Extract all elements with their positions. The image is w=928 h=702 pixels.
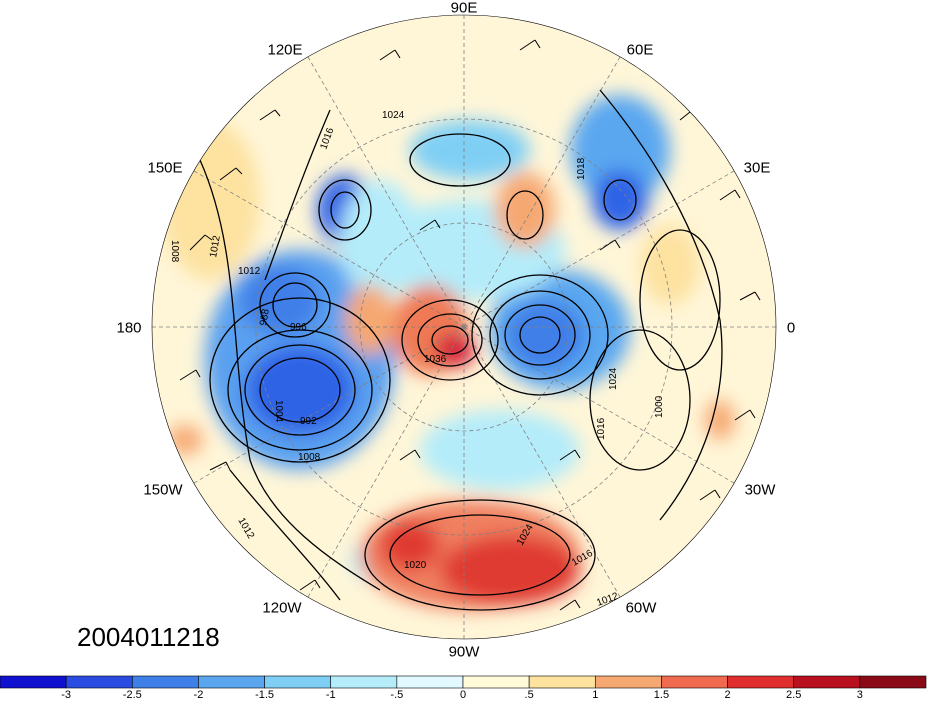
- colorbar-swatch: [65, 675, 133, 689]
- lon-label-150w: 150W: [143, 481, 183, 499]
- contour-label: 1008: [169, 240, 180, 263]
- colorbar-swatch: [462, 675, 530, 689]
- lon-label-90e: 90E: [450, 0, 478, 17]
- colorbar-tick-label: 1: [592, 689, 599, 701]
- contour-label: 1000: [654, 395, 665, 418]
- colorbar: [0, 675, 927, 689]
- colorbar-swatch: [0, 675, 67, 689]
- lon-label-0: 0: [786, 319, 796, 337]
- timestamp-label: 2004011218: [77, 622, 220, 652]
- colorbar-swatch: [264, 675, 332, 689]
- colorbar-tick-label: 2.5: [786, 689, 802, 701]
- colorbar-tick-label: 2: [724, 689, 731, 701]
- contour-label: 1018: [576, 157, 587, 180]
- lon-label-120e: 120E: [267, 41, 303, 59]
- contour-label: 988: [258, 308, 272, 327]
- lon-label-30w: 30W: [744, 481, 776, 499]
- lon-label-30e: 30E: [743, 159, 771, 177]
- contour-label: 1024: [382, 110, 405, 121]
- lon-label-150e: 150E: [147, 159, 183, 177]
- colorbar-swatch: [131, 675, 199, 689]
- colorbar-tick-label: .5: [524, 689, 534, 701]
- lon-label-120w: 120W: [262, 599, 302, 617]
- lon-label-60w: 60W: [625, 599, 657, 617]
- contour-label: 1024: [608, 367, 619, 390]
- wind-barbs: [179, 39, 761, 611]
- colorbar-tick-label: 0: [459, 689, 467, 701]
- map-boundary: [151, 14, 777, 640]
- colorbar-tick-label: -3: [61, 689, 72, 701]
- pressure-contours: [199, 89, 723, 611]
- colorbar-swatch: [859, 675, 927, 689]
- colorbar-swatch: [594, 675, 662, 689]
- contour-label: 1008: [298, 452, 321, 463]
- lon-label-180: 180: [116, 319, 142, 337]
- colorbar-swatch: [330, 675, 398, 689]
- colorbar-tick-label: -.5: [390, 689, 404, 701]
- colorbar-swatch: [661, 675, 728, 689]
- colorbar-tick-label: -2: [193, 689, 204, 701]
- contour-label: 992: [300, 416, 317, 427]
- contour-label: 996: [290, 322, 307, 333]
- contour-label: 1004: [273, 400, 284, 423]
- colorbar-swatch: [396, 675, 464, 689]
- colorbar-swatch: [528, 675, 596, 689]
- colorbar-swatch: [198, 675, 265, 689]
- colorbar-tick-label: 3: [856, 689, 863, 701]
- colorbar-tick-label: -2.5: [122, 689, 142, 701]
- colorbar-tick-label: -1: [325, 689, 336, 701]
- contour-label: 1020: [404, 560, 427, 571]
- contour-label: 1036: [424, 354, 447, 365]
- lon-label-60e: 60E: [626, 41, 654, 59]
- colorbar-tick-label: -1.5: [255, 689, 275, 701]
- colorbar-swatch: [793, 675, 861, 689]
- contour-label: 1012: [208, 234, 223, 258]
- contour-label: 1012: [238, 266, 261, 277]
- graticule: [152, 15, 776, 639]
- colorbar-tick-label: 1.5: [653, 689, 670, 701]
- colorbar-swatch: [727, 675, 795, 689]
- contour-label: 1016: [596, 417, 607, 440]
- lon-label-90w: 90W: [448, 643, 480, 661]
